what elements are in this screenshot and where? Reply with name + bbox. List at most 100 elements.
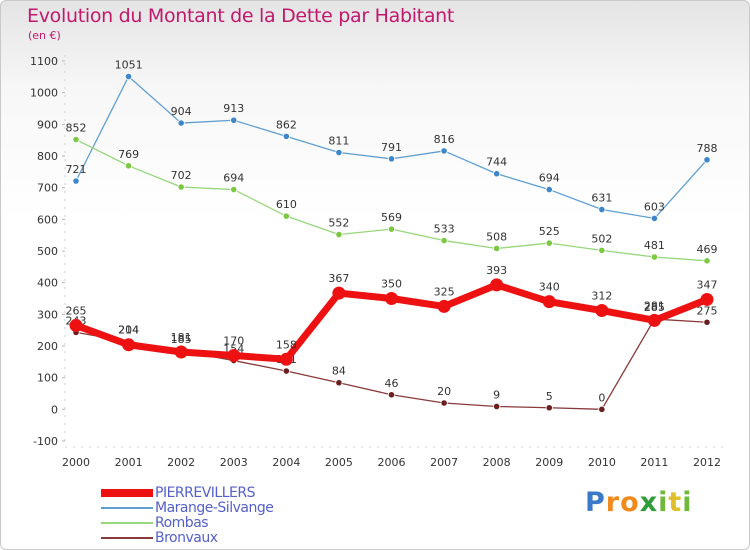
data-point (647, 313, 661, 327)
chart-title: Evolution du Montant de la Dette par Hab… (27, 5, 455, 27)
data-point (440, 147, 448, 155)
legend-item: Bronvaux (101, 529, 273, 546)
data-point (230, 116, 238, 124)
data-label: 610 (276, 198, 297, 211)
data-label: 393 (486, 264, 507, 277)
data-label: 791 (381, 141, 402, 154)
x-tick-label: 2012 (693, 456, 721, 469)
data-label: 214 (118, 324, 139, 337)
data-point (282, 367, 290, 375)
data-point (542, 295, 556, 309)
data-point (545, 185, 553, 194)
data-point (177, 183, 185, 191)
legend-label: Marange-Silvange (155, 499, 274, 516)
data-label: 204 (118, 324, 139, 337)
data-point (227, 349, 241, 362)
data-point (545, 404, 553, 412)
y-tick-label: 900 (37, 118, 58, 131)
x-tick-label: 2000 (62, 456, 90, 469)
data-label: 350 (381, 278, 402, 291)
y-tick-label: 100 (37, 372, 58, 385)
data-label: 603 (644, 200, 665, 213)
y-tick-label: 700 (37, 182, 58, 195)
x-tick-label: 2004 (272, 456, 300, 469)
data-label: 508 (486, 230, 507, 243)
y-tick-label: 200 (37, 340, 58, 353)
data-point (230, 185, 238, 194)
y-tick-label: 400 (37, 277, 58, 290)
data-point (387, 391, 396, 399)
legend-label: Bronvaux (155, 529, 218, 546)
data-label: 367 (328, 272, 349, 285)
data-label: 5 (546, 390, 553, 403)
data-label: 862 (276, 118, 297, 131)
data-point (279, 352, 293, 366)
data-point (440, 236, 448, 245)
data-label: 347 (697, 278, 718, 291)
legend-label: Rombas (155, 514, 209, 531)
data-point (72, 177, 80, 185)
data-label: 340 (539, 281, 560, 294)
data-point (282, 132, 290, 140)
data-label: 275 (697, 304, 718, 317)
data-label: 811 (328, 135, 349, 148)
data-label: 281 (644, 299, 665, 312)
data-point (595, 304, 609, 318)
data-point (335, 379, 343, 387)
data-label: 185 (171, 333, 192, 346)
data-label: 744 (486, 156, 507, 169)
y-tick-label: -100 (33, 435, 58, 448)
data-label: 265 (66, 304, 87, 317)
data-point (174, 345, 188, 359)
x-tick-label: 2010 (588, 456, 616, 469)
data-point (335, 148, 343, 157)
data-label: 469 (697, 243, 718, 256)
data-point (124, 72, 133, 81)
data-label: 788 (697, 142, 718, 155)
x-tick-label: 2001 (115, 456, 143, 469)
data-label: 502 (591, 232, 612, 245)
data-point (493, 244, 501, 253)
data-point (177, 119, 185, 127)
chart-subtitle: (en €) (28, 29, 61, 42)
y-tick-label: 300 (37, 308, 58, 321)
data-label: 84 (332, 365, 346, 378)
data-point (69, 318, 83, 332)
y-tick-label: 500 (37, 245, 58, 258)
y-tick-label: 800 (37, 150, 58, 163)
data-label: 1051 (115, 59, 143, 72)
data-point (440, 399, 448, 407)
data-label: 170 (223, 335, 244, 348)
data-point (650, 214, 659, 222)
logo-letter: i (682, 487, 693, 518)
data-point (703, 257, 711, 265)
data-point (703, 156, 711, 164)
data-label: 913 (223, 102, 244, 115)
data-label: 46 (385, 377, 399, 390)
legend: PIERREVILLERS Marange-Silvange Rombas Bronv… (101, 485, 274, 546)
data-point (703, 318, 711, 326)
data-label: 181 (171, 331, 192, 344)
data-label: 694 (539, 172, 560, 185)
data-label: 631 (591, 192, 612, 205)
data-label: 816 (434, 133, 455, 146)
data-point (598, 205, 606, 214)
y-tick-label: 600 (37, 213, 58, 226)
data-point (387, 225, 396, 233)
legend-item: PIERREVILLERS (101, 485, 273, 501)
legend-swatch (101, 536, 153, 539)
x-tick-label: 2006 (378, 456, 406, 469)
data-label: 481 (644, 239, 665, 252)
data-label: 20 (437, 385, 451, 398)
data-point (545, 239, 553, 247)
data-label: 312 (591, 290, 612, 303)
logo-letter: x (639, 487, 659, 518)
data-point (598, 246, 606, 254)
data-point (490, 278, 504, 292)
data-label: 721 (66, 163, 87, 176)
data-point (437, 299, 451, 313)
legend-item: Marange-Silvange (101, 499, 274, 516)
data-label: 533 (434, 223, 455, 236)
x-tick-label: 2003 (220, 456, 248, 469)
